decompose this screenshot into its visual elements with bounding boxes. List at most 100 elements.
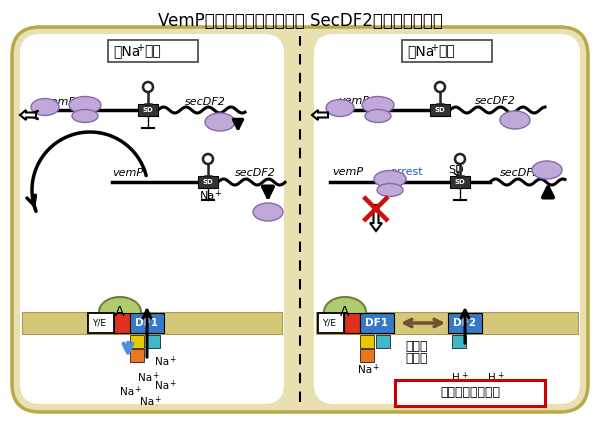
Bar	[376, 335, 390, 348]
Bar	[114, 313, 130, 333]
Text: DF1: DF1	[136, 318, 158, 328]
FancyArrow shape	[370, 205, 382, 231]
Ellipse shape	[99, 297, 141, 327]
Ellipse shape	[365, 110, 391, 123]
FancyBboxPatch shape	[12, 27, 588, 412]
Ellipse shape	[374, 171, 406, 187]
Text: SD: SD	[143, 107, 154, 113]
Text: ✕: ✕	[355, 191, 395, 236]
Text: H: H	[470, 381, 478, 391]
Text: Y/E: Y/E	[322, 319, 336, 328]
Text: H: H	[462, 393, 470, 403]
FancyArrow shape	[312, 110, 328, 120]
Text: 高Na: 高Na	[113, 44, 140, 58]
Text: arrest: arrest	[390, 167, 422, 177]
Ellipse shape	[362, 96, 394, 114]
Text: 交換？: 交換？	[405, 340, 427, 353]
Text: DF1: DF1	[365, 318, 389, 328]
Bar	[402, 40, 492, 62]
Text: 条件: 条件	[438, 44, 455, 58]
Ellipse shape	[72, 110, 98, 123]
Bar	[318, 313, 344, 333]
Circle shape	[143, 82, 153, 92]
Text: A: A	[115, 305, 125, 319]
Text: SD: SD	[455, 179, 466, 185]
Text: Na: Na	[155, 381, 169, 391]
Text: secDF2: secDF2	[500, 168, 541, 178]
Text: vemP: vemP	[338, 96, 369, 106]
Bar	[198, 176, 218, 188]
Bar	[360, 349, 374, 362]
Text: vemP: vemP	[112, 168, 143, 178]
Text: +: +	[471, 390, 478, 399]
Text: H: H	[440, 385, 448, 395]
Text: Na: Na	[358, 365, 372, 375]
Text: +: +	[430, 43, 438, 53]
Text: SD: SD	[448, 165, 464, 175]
Text: +: +	[134, 384, 140, 393]
Text: 低Na: 低Na	[407, 44, 434, 58]
Text: Na: Na	[155, 357, 169, 367]
Bar	[130, 335, 144, 348]
Text: H: H	[452, 373, 460, 383]
Text: SD: SD	[434, 107, 445, 113]
Text: +: +	[372, 362, 379, 372]
Bar	[108, 40, 198, 62]
Text: +: +	[154, 394, 160, 403]
Text: +: +	[169, 354, 175, 363]
Ellipse shape	[326, 99, 354, 117]
Text: Na: Na	[138, 373, 152, 383]
Circle shape	[435, 82, 445, 92]
Circle shape	[203, 154, 213, 164]
Bar	[430, 104, 450, 116]
Text: チャネルの活性化: チャネルの活性化	[440, 387, 500, 399]
Bar	[395, 380, 545, 406]
Text: +: +	[152, 371, 158, 380]
Bar	[22, 312, 282, 334]
Bar	[450, 176, 470, 188]
FancyBboxPatch shape	[314, 34, 580, 404]
Bar	[88, 313, 114, 333]
Text: +: +	[214, 188, 221, 197]
Text: 条件: 条件	[144, 44, 161, 58]
Bar	[360, 335, 374, 348]
Text: VemPの翻訳停止を利用した SecDF2の発現上昇機構: VemPの翻訳停止を利用した SecDF2の発現上昇機構	[158, 12, 442, 30]
Text: Y/E: Y/E	[92, 319, 106, 328]
Ellipse shape	[69, 96, 101, 114]
Text: +: +	[449, 383, 455, 391]
Text: vemP: vemP	[44, 97, 75, 107]
Bar	[146, 335, 160, 348]
Text: +: +	[136, 43, 144, 53]
Text: secDF2: secDF2	[475, 96, 516, 106]
Ellipse shape	[377, 184, 403, 197]
Bar	[360, 313, 394, 333]
Bar	[138, 104, 158, 116]
Text: vemP: vemP	[332, 167, 363, 177]
Ellipse shape	[31, 98, 59, 116]
Ellipse shape	[324, 297, 366, 327]
Ellipse shape	[500, 111, 530, 129]
Ellipse shape	[532, 161, 562, 179]
Text: secDF2: secDF2	[235, 168, 276, 178]
FancyArrow shape	[20, 110, 36, 120]
Text: H: H	[488, 373, 496, 383]
Circle shape	[455, 154, 465, 164]
Bar	[316, 312, 578, 334]
Text: Na: Na	[200, 191, 215, 201]
Ellipse shape	[205, 113, 235, 131]
Text: DF2: DF2	[454, 318, 476, 328]
Text: +: +	[169, 378, 175, 387]
Text: 分解？: 分解？	[405, 351, 427, 365]
Bar	[448, 313, 482, 333]
Bar	[130, 349, 144, 362]
Text: Na: Na	[140, 397, 154, 407]
Text: +: +	[461, 371, 467, 380]
Text: SD: SD	[203, 179, 214, 185]
Text: secDF2: secDF2	[185, 97, 226, 107]
Text: +: +	[479, 378, 485, 387]
Ellipse shape	[253, 203, 283, 221]
Bar	[130, 313, 164, 333]
FancyBboxPatch shape	[20, 34, 284, 404]
Text: A: A	[340, 305, 350, 319]
Text: Na: Na	[120, 387, 134, 397]
